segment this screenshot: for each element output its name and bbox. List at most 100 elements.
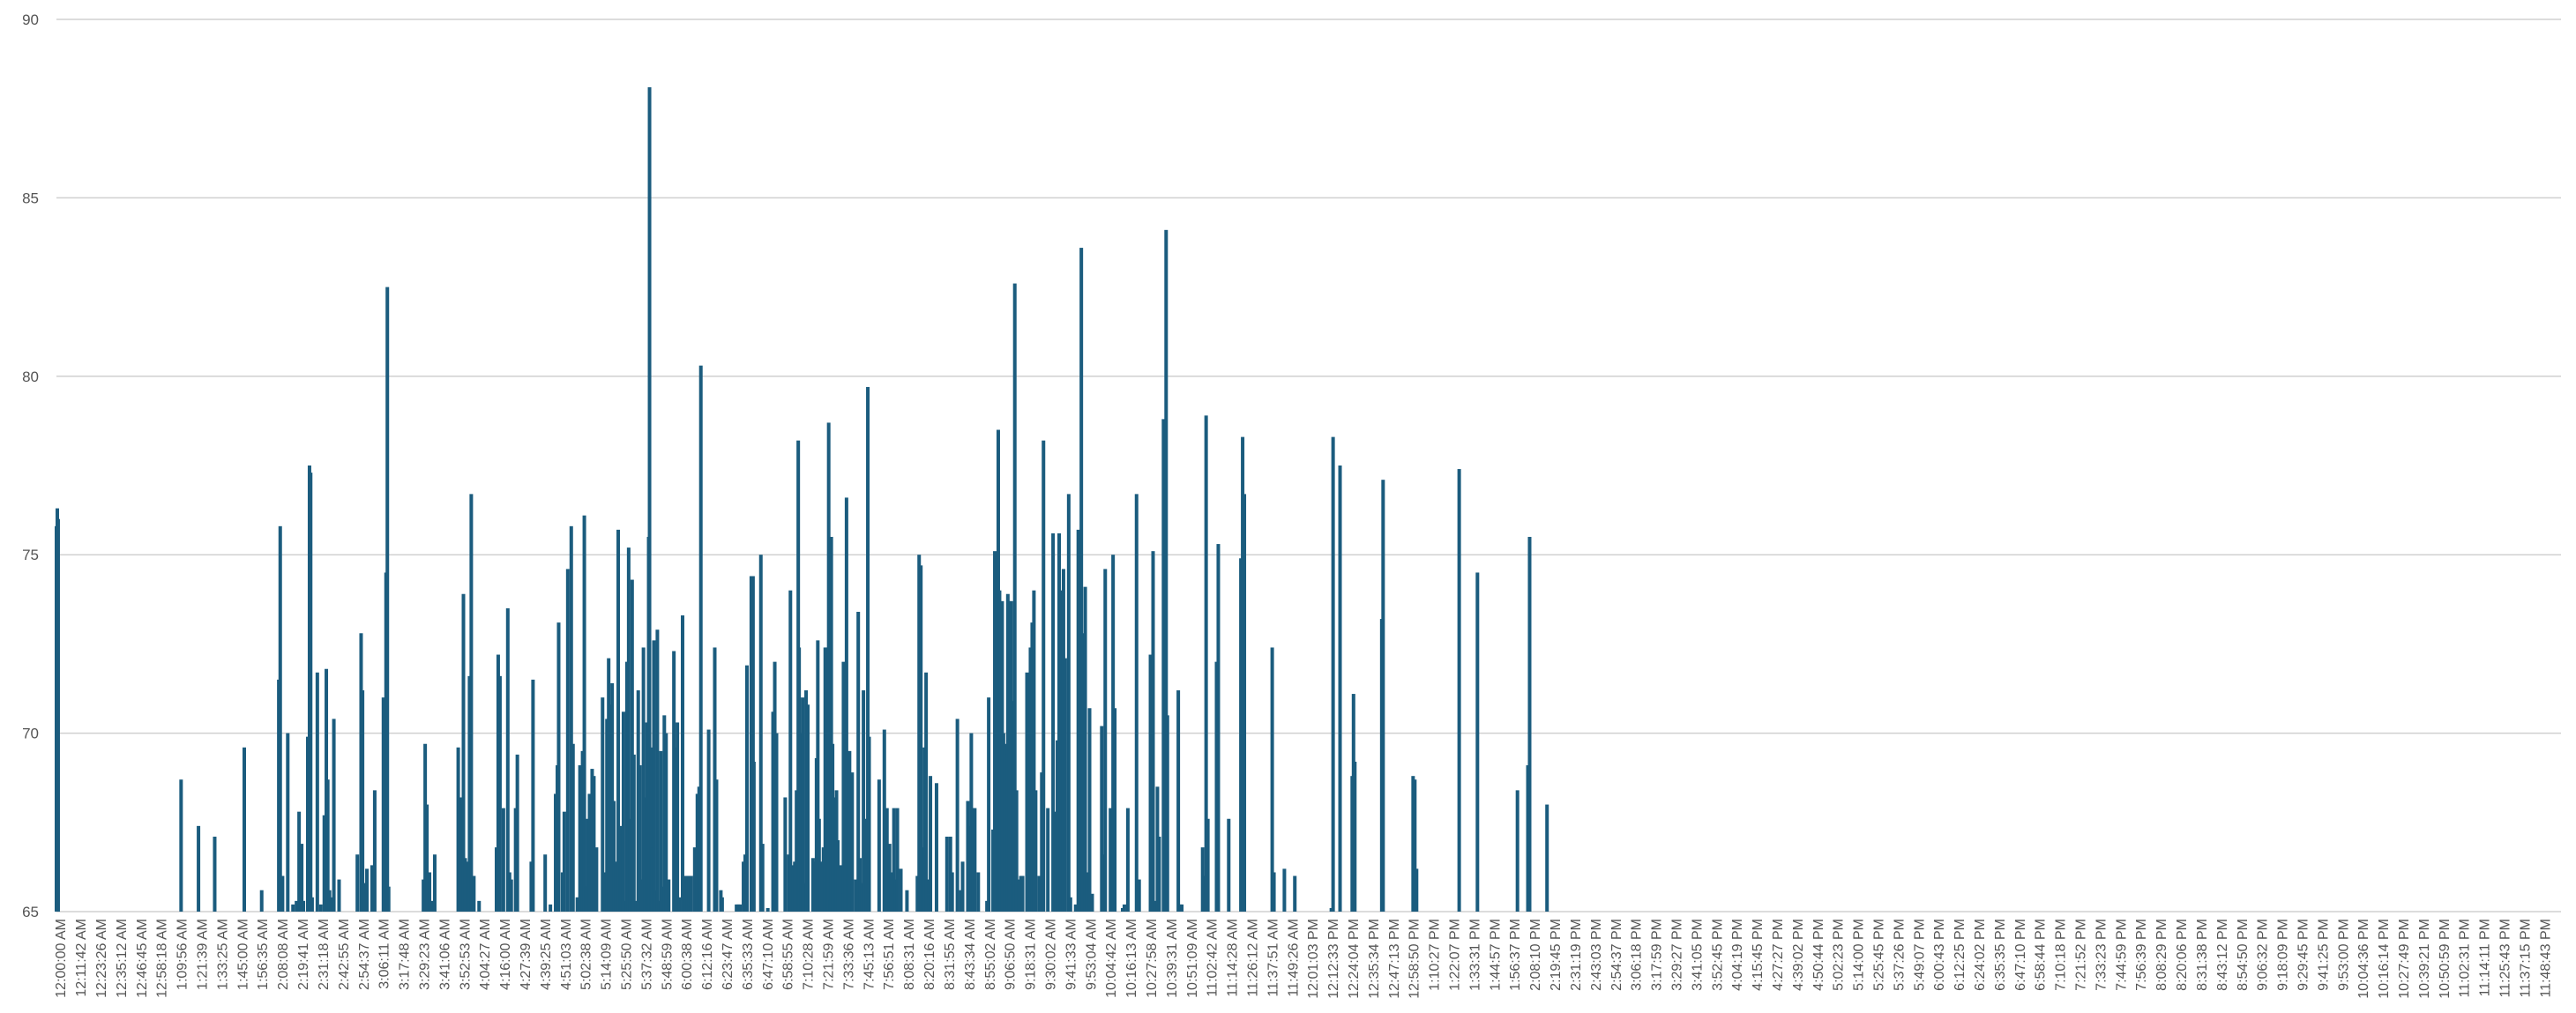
bar	[973, 808, 977, 912]
bar	[1270, 647, 1274, 912]
y-tick-label: 70	[22, 726, 39, 742]
bar	[332, 719, 336, 912]
bar	[318, 904, 323, 912]
bar	[801, 697, 805, 912]
x-tick-label: 9:53:00 PM	[2336, 919, 2351, 991]
x-tick-label: 11:14:28 AM	[1226, 919, 1241, 997]
x-tick-label: 8:43:12 PM	[2215, 919, 2230, 991]
x-tick-label: 10:39:21 PM	[2417, 919, 2432, 999]
bar	[362, 883, 367, 912]
x-tick-label: 1:22:07 PM	[1448, 919, 1463, 991]
bar	[1079, 248, 1084, 912]
bar	[385, 287, 390, 912]
x-tick-label: 11:25:43 PM	[2498, 919, 2513, 998]
x-tick-label: 10:50:59 PM	[2438, 919, 2453, 999]
bar	[1515, 790, 1519, 912]
bar	[751, 761, 756, 912]
x-tick-label: 1:56:35 AM	[256, 919, 271, 990]
x-tick-label: 2:42:55 AM	[337, 919, 352, 990]
bar	[295, 900, 299, 912]
bar	[1020, 875, 1025, 912]
bar	[850, 772, 855, 912]
bar	[862, 690, 866, 912]
bar	[565, 569, 570, 912]
x-tick-label: 6:47:10 AM	[761, 919, 776, 990]
x-tick-label: 11:02:31 PM	[2458, 919, 2473, 998]
bar	[497, 675, 502, 912]
x-tick-label: 2:43:03 PM	[1589, 919, 1604, 991]
bar	[1085, 872, 1089, 912]
bar	[179, 779, 183, 912]
bar	[280, 875, 285, 912]
x-tick-label: 11:14:11 PM	[2478, 919, 2493, 996]
bar	[243, 747, 246, 912]
bar	[1083, 586, 1087, 912]
x-tick-label: 7:56:51 AM	[882, 919, 897, 990]
bar	[738, 904, 743, 912]
x-tick-label: 3:06:18 PM	[1630, 919, 1645, 991]
bar	[1012, 283, 1017, 912]
x-tick-label: 12:35:34 PM	[1367, 919, 1382, 999]
x-tick-label: 3:17:48 AM	[398, 919, 413, 990]
x-tick-label: 11:49:26 AM	[1286, 919, 1301, 997]
bar	[950, 872, 954, 912]
bar	[1037, 875, 1042, 912]
x-tick-label: 1:10:27 PM	[1428, 919, 1443, 991]
x-tick-label: 9:41:25 PM	[2316, 919, 2331, 991]
bar	[291, 904, 295, 912]
bar	[1272, 872, 1276, 912]
bar	[1331, 436, 1335, 912]
bar	[829, 536, 833, 912]
bar	[477, 900, 482, 912]
x-tick-label: 2:08:10 PM	[1528, 919, 1543, 991]
bar	[310, 897, 314, 912]
x-tick-label: 12:23:26 AM	[94, 919, 109, 998]
bar	[647, 86, 652, 912]
bar	[892, 808, 896, 912]
x-tick-label: 10:51:09 AM	[1185, 919, 1200, 998]
bar	[386, 886, 391, 912]
bar	[788, 590, 793, 912]
x-tick-label: 10:04:36 PM	[2356, 919, 2371, 999]
bar	[56, 518, 60, 912]
bar	[877, 779, 881, 912]
bar	[1227, 818, 1231, 912]
bar	[1063, 658, 1067, 912]
bar	[575, 897, 579, 912]
bar	[616, 529, 621, 912]
x-tick-label: 7:21:52 PM	[2074, 919, 2089, 991]
x-tick-label: 10:39:31 AM	[1165, 919, 1180, 998]
y-axis-labels: 65 70 75 80 85 90	[22, 11, 39, 920]
bar	[1176, 690, 1181, 912]
bar	[934, 783, 938, 912]
bar	[587, 793, 592, 912]
bar	[582, 515, 586, 912]
bar	[1243, 494, 1247, 912]
x-tick-label: 11:48:43 PM	[2538, 919, 2553, 998]
x-tick-label: 2:31:18 AM	[317, 919, 332, 990]
bar	[278, 525, 282, 912]
x-axis-labels: 12:00:00 AM 12:11:42 AM 12:23:26 AM 12:35:1…	[54, 919, 2553, 999]
x-tick-label: 9:18:09 PM	[2276, 919, 2291, 991]
x-tick-label: 4:39:25 AM	[539, 919, 554, 990]
bar	[818, 861, 823, 912]
bar	[425, 804, 429, 912]
bar	[806, 704, 810, 912]
bar	[315, 672, 319, 912]
bar	[783, 797, 788, 912]
x-tick-label: 12:58:50 PM	[1407, 919, 1422, 999]
bar	[614, 861, 618, 912]
x-tick-label: 4:39:02 PM	[1791, 919, 1806, 991]
bar	[372, 790, 377, 912]
bar	[919, 565, 923, 912]
bar	[370, 865, 374, 912]
x-tick-label: 6:00:43 PM	[1932, 919, 1947, 991]
bar	[1109, 808, 1113, 912]
bar	[1293, 875, 1297, 912]
x-tick-label: 2:19:45 PM	[1549, 919, 1564, 991]
bar	[1180, 904, 1184, 912]
bar	[885, 808, 889, 912]
x-tick-label: 12:00:00 AM	[54, 919, 69, 998]
bar	[562, 811, 566, 912]
